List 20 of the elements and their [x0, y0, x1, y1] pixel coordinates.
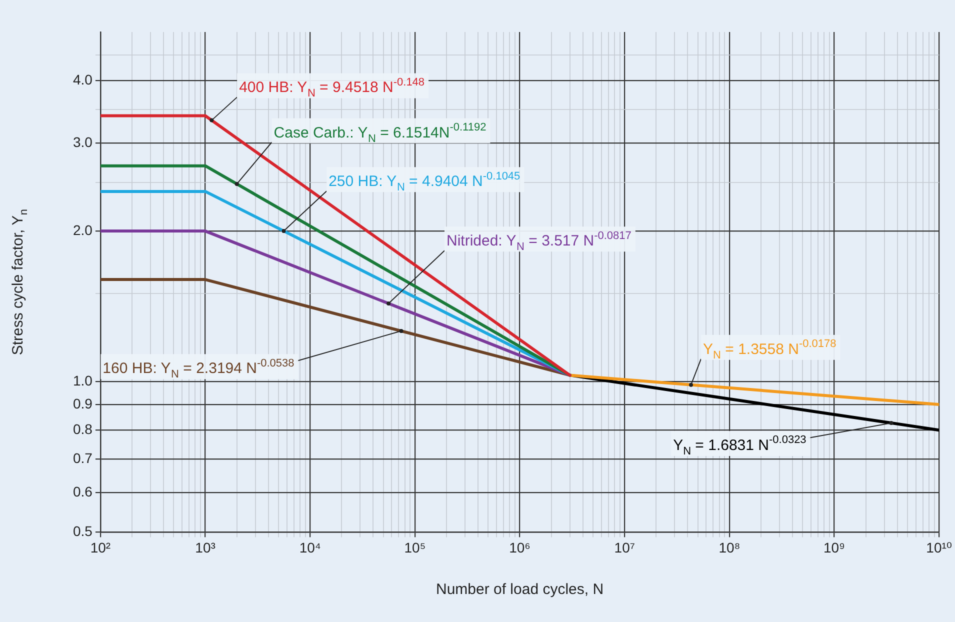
y-tick-label: 0.6 [72, 483, 93, 500]
y-axis-title: Stress cycle factor, Yn [9, 209, 30, 356]
y-tick-label: 0.9 [72, 395, 93, 412]
y-tick-label: 0.5 [72, 523, 93, 540]
x-tick-label: 10⁸ [718, 539, 740, 556]
x-tick-label: 10⁷ [614, 539, 635, 556]
y-tick-label: 0.8 [72, 420, 93, 437]
x-tick-label: 10⁶ [509, 539, 530, 556]
x-axis-title: Number of load cycles, N [436, 581, 604, 598]
x-tick-label: 10⁴ [299, 539, 321, 556]
x-tick-label: 10⁵ [404, 539, 426, 556]
y-tick-label: 2.0 [72, 222, 93, 238]
y-tick-label: 4.0 [72, 71, 93, 88]
x-tick-label: 10² [90, 539, 111, 556]
x-tick-label: 10³ [195, 539, 216, 556]
y-tick-label: 1.0 [72, 372, 93, 388]
y-tick-label: 3.0 [72, 134, 93, 150]
x-tick-label: 10⁹ [823, 539, 846, 556]
x-tick-label: 10¹⁰ [926, 539, 952, 556]
y-tick-label: 0.7 [72, 450, 93, 466]
